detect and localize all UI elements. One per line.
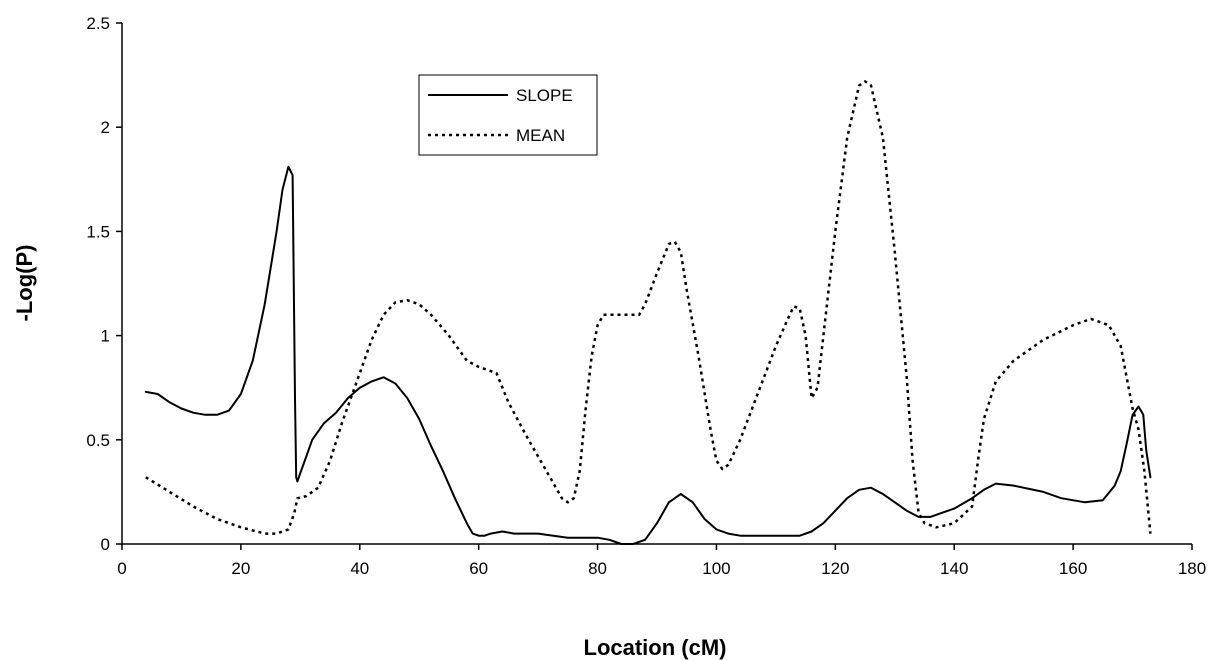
x-tick-label: 40 [350,559,369,578]
y-tick-label: 0.5 [86,431,110,450]
legend-label-slope: SLOPE [516,86,573,105]
y-tick-label: 1 [101,327,110,346]
series-line-mean [145,80,1152,535]
y-axis-title: -Log(P) [12,245,37,322]
y-ticks: 0 0.5 1 1.5 2 2.5 [86,14,122,554]
x-axis-title: Location (cM) [584,635,727,660]
series-line-slope [144,165,1152,545]
x-tick-label: 20 [231,559,250,578]
x-tick-label: 140 [940,559,968,578]
plot-area: 0 0.5 1 1.5 2 2.5 0 20 40 60 80 100 120 140 160 180 [86,14,1206,578]
x-tick-label: 0 [117,559,126,578]
legend: SLOPE MEAN [418,74,598,156]
y-tick-label: 1.5 [86,222,110,241]
series-layer [144,80,1152,545]
y-tick-label: 2.5 [86,14,110,33]
x-tick-label: 60 [469,559,488,578]
x-tick-label: 100 [702,559,730,578]
y-tick-label: 0 [101,535,110,554]
x-tick-label: 180 [1178,559,1206,578]
y-tick-label: 2 [101,118,110,137]
legend-box [418,74,598,156]
x-tick-label: 160 [1059,559,1087,578]
x-tick-label: 120 [821,559,849,578]
x-tick-label: 80 [588,559,607,578]
x-ticks: 0 20 40 60 80 100 120 140 160 180 [117,544,1206,578]
legend-label-mean: MEAN [516,126,565,145]
